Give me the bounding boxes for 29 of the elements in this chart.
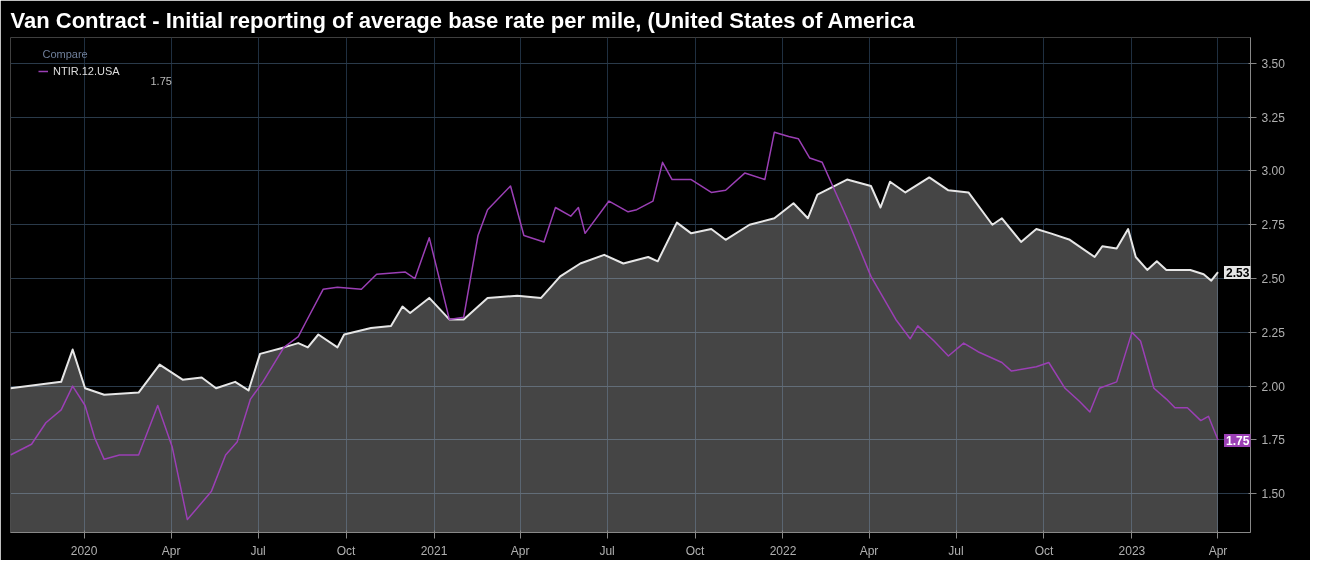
x-tick-label: Oct (336, 543, 357, 558)
data-label: 2.53 (1225, 266, 1250, 281)
x-tick-label: Apr (1208, 543, 1228, 558)
y-tick-label: 3.25 (1261, 110, 1286, 125)
y-tick-label: 2.75 (1261, 218, 1286, 233)
y-tick-label: 3.00 (1261, 164, 1286, 179)
y-tick-label: 3.50 (1261, 56, 1286, 71)
x-tick-label: Apr (510, 543, 530, 558)
y-tick-label: 1.75 (1261, 433, 1286, 448)
x-tick-label: 2023 (1118, 543, 1146, 558)
x-tick-label: Jul (599, 543, 615, 558)
x-tick-label: Jul (948, 543, 964, 558)
data-label: 1.75 (1225, 433, 1250, 448)
y-tick-label: 2.25 (1261, 325, 1286, 340)
x-tick-label: 2020 (70, 543, 98, 558)
chart-title: Van Contract - Initial reporting of average base rate per mile, (United States of America (10, 7, 916, 33)
x-tick-label: Oct (685, 543, 706, 558)
x-tick-label: Oct (1034, 543, 1054, 558)
x-tick-label: 2022 (769, 543, 797, 558)
y-tick-label: 2.50 (1261, 272, 1286, 287)
annotation: 1.75 (150, 74, 172, 87)
x-tick-label: Apr (161, 543, 181, 558)
y-tick-label: 1.50 (1261, 487, 1286, 502)
x-tick-label: 2021 (420, 543, 448, 558)
annotation: Compare (42, 47, 88, 60)
y-tick-label: 2.00 (1261, 379, 1286, 394)
x-tick-label: Apr (859, 543, 879, 558)
legend-label: NTIR.12.USA (53, 65, 120, 77)
x-tick-label: Jul (250, 543, 266, 558)
